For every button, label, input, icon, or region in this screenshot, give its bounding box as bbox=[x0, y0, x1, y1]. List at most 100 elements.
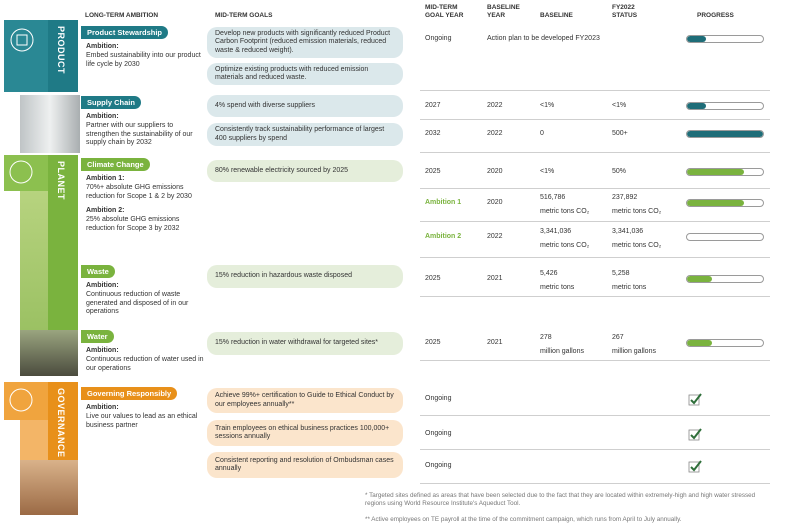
goal-box: 80% renewable electricity sourced by 202… bbox=[207, 160, 403, 182]
goal-box: Train employees on ethical business prac… bbox=[207, 420, 403, 446]
goal-box: Achieve 99%+ certification to Guide to E… bbox=[207, 388, 403, 413]
ambition-text: Continuous reduction of waste generated … bbox=[86, 291, 189, 315]
ambition-row-label: Ambition 2 bbox=[425, 233, 462, 240]
progress-fill bbox=[687, 200, 744, 206]
checkmark-icon bbox=[688, 428, 702, 441]
supply-chain-photo bbox=[20, 95, 80, 153]
goal-year: Ongoing bbox=[425, 35, 452, 42]
group-title: Governing Responsibly bbox=[81, 387, 178, 400]
baseline-unit: metric tons CO₂ bbox=[540, 208, 590, 215]
ambition-text: 25% absolute GHG emissions reduction for… bbox=[86, 216, 180, 232]
goal-year: Ongoing bbox=[425, 462, 452, 469]
row-separator bbox=[420, 188, 770, 189]
planet-photo bbox=[20, 191, 48, 330]
ambition-text: Continuous reduction of water used in ou… bbox=[86, 356, 204, 372]
fy2022-status: 5,258 bbox=[612, 270, 630, 277]
row-separator bbox=[420, 449, 770, 450]
progress-fill bbox=[687, 340, 713, 346]
fy2022-status: <1% bbox=[612, 102, 627, 109]
status-unit: metric tons CO₂ bbox=[612, 208, 662, 215]
baseline: 5,426 bbox=[540, 270, 558, 277]
checkmark bbox=[688, 459, 702, 473]
baseline: 516,786 bbox=[540, 194, 566, 201]
baseline-unit: metric tons CO₂ bbox=[540, 242, 590, 249]
fy2022-status: 50% bbox=[612, 168, 627, 175]
section-label: PLANET bbox=[56, 161, 66, 200]
baseline-year: 2022 bbox=[487, 130, 503, 137]
planet-band bbox=[48, 155, 78, 330]
progress-bar bbox=[686, 130, 764, 138]
baseline: 0 bbox=[540, 130, 544, 137]
leaf-icon bbox=[9, 160, 33, 184]
baseline-unit: million gallons bbox=[540, 348, 584, 355]
baseline-year: 2021 bbox=[487, 339, 503, 346]
row-separator bbox=[420, 360, 770, 361]
goal-year: 2032 bbox=[425, 130, 441, 137]
checkmark bbox=[688, 392, 702, 406]
status-unit: metric tons bbox=[612, 284, 647, 291]
row-separator bbox=[420, 415, 770, 416]
baseline: 3,341,036 bbox=[540, 228, 572, 235]
column-header: BASELINE bbox=[540, 12, 573, 19]
goal-year: 2025 bbox=[425, 339, 441, 346]
ambition-label: Ambition 1: bbox=[86, 175, 125, 182]
column-header: FY2022 STATUS bbox=[612, 4, 638, 19]
fy2022-status: 237,892 bbox=[612, 194, 638, 201]
planet-icon-panel bbox=[4, 155, 48, 191]
column-header: PROGRESS bbox=[697, 12, 734, 19]
ambition-label: Ambition 2: bbox=[86, 207, 125, 214]
column-header: LONG-TERM AMBITION bbox=[85, 12, 159, 19]
chip-icon bbox=[10, 28, 34, 52]
checkmark-icon bbox=[688, 460, 702, 473]
goal-box: 15% reduction in hazardous waste dispose… bbox=[207, 265, 403, 288]
ambition-text: Embed sustainability into our product li… bbox=[86, 52, 201, 68]
goal-box: Consistent reporting and resolution of O… bbox=[207, 452, 403, 478]
progress-fill bbox=[687, 36, 706, 42]
status-unit: metric tons CO₂ bbox=[612, 242, 662, 249]
row-separator bbox=[420, 483, 770, 484]
goal-year: 2025 bbox=[425, 275, 441, 282]
row-separator bbox=[420, 257, 770, 258]
ambition-label: Ambition: bbox=[86, 113, 119, 120]
group-title: Waste bbox=[81, 265, 115, 278]
ambition-label: Ambition: bbox=[86, 282, 119, 289]
goal-year: Ongoing bbox=[425, 430, 452, 437]
goal-box: Develop new products with significantly … bbox=[207, 27, 403, 58]
product-icon-panel bbox=[4, 20, 48, 92]
group-title: Climate Change bbox=[81, 158, 150, 171]
footnote: * Targeted sites defined as areas that h… bbox=[365, 492, 756, 507]
progress-fill bbox=[687, 131, 763, 137]
status-note: Action plan to be developed FY2023 bbox=[487, 35, 600, 42]
baseline-unit: metric tons bbox=[540, 284, 575, 291]
baseline: 278 bbox=[540, 334, 552, 341]
row-separator bbox=[420, 221, 770, 222]
section-label: PRODUCT bbox=[56, 26, 66, 74]
ambition-label: Ambition: bbox=[86, 43, 119, 50]
baseline-year: 2022 bbox=[487, 102, 503, 109]
column-header: BASELINE YEAR bbox=[487, 4, 520, 19]
goal-box: Optimize existing products with reduced … bbox=[207, 63, 403, 85]
fy2022-status: 500+ bbox=[612, 130, 628, 137]
progress-fill bbox=[687, 103, 706, 109]
fy2022-status: 267 bbox=[612, 334, 624, 341]
row-separator bbox=[420, 90, 770, 91]
checkmark-icon bbox=[688, 393, 702, 406]
row-separator bbox=[420, 119, 770, 120]
goal-box: 4% spend with diverse suppliers bbox=[207, 95, 403, 117]
ambition-label: Ambition: bbox=[86, 347, 119, 354]
group-title: Product Stewardship bbox=[81, 26, 169, 39]
ambition-text: 70%+ absolute GHG emissions reduction fo… bbox=[86, 184, 192, 200]
checkmark bbox=[688, 427, 702, 441]
goal-box: 15% reduction in water withdrawal for ta… bbox=[207, 332, 403, 355]
goal-year: 2025 bbox=[425, 168, 441, 175]
baseline: <1% bbox=[540, 168, 555, 175]
baseline-year: 2020 bbox=[487, 199, 503, 206]
row-separator bbox=[420, 296, 770, 297]
goal-box: Consistently track sustainability perfor… bbox=[207, 123, 403, 146]
row-separator bbox=[420, 152, 770, 153]
progress-bar bbox=[686, 233, 764, 241]
governance-band bbox=[48, 382, 78, 470]
column-header: MID-TERM GOALS bbox=[215, 12, 273, 19]
fy2022-status: 3,341,036 bbox=[612, 228, 644, 235]
